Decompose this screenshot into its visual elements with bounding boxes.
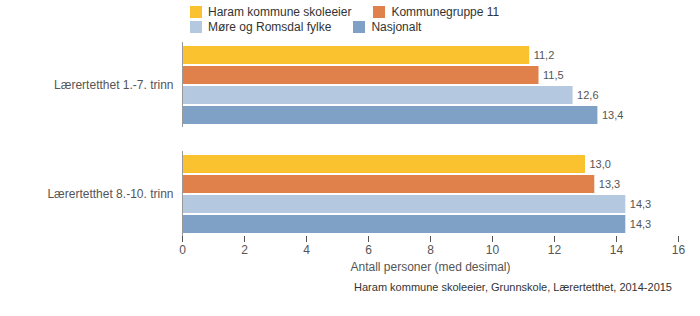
- html-text:Haram kommune skoleeier: Haram kommune skoleeier: [208, 4, 352, 19]
- svg-text:8: 8: [427, 243, 434, 257]
- svg-text:12,6: 12,6: [577, 89, 598, 101]
- svg-text:14: 14: [610, 243, 624, 257]
- svg-text:14,3: 14,3: [630, 198, 651, 210]
- html-text:Haram kommune skoleeier, Grunn: Haram kommune skoleeier, Grunnskole, Lær…: [354, 281, 672, 293]
- svg-text:10: 10: [486, 243, 500, 257]
- svg-text:Lærertetthet 1.-7. trinn: Lærertetthet 1.-7. trinn: [54, 78, 173, 92]
- svg-text:13,4: 13,4: [602, 109, 623, 121]
- svg-text:4: 4: [303, 243, 310, 257]
- svg-text:6: 6: [365, 243, 372, 257]
- svg-text:16: 16: [672, 243, 686, 257]
- svg-text:13,3: 13,3: [599, 178, 620, 190]
- svg-text:12: 12: [548, 243, 562, 257]
- svg-text:11,2: 11,2: [534, 49, 555, 61]
- svg-text:11,5: 11,5: [543, 69, 564, 81]
- svg-text:Lærertetthet 8.-10. trinn: Lærertetthet 8.-10. trinn: [47, 187, 173, 201]
- svg-text:Antall personer (med desimal): Antall personer (med desimal): [350, 260, 510, 274]
- html-text:Møre og Romsdal fylke: Møre og Romsdal fylke: [208, 19, 332, 34]
- html-text:Nasjonalt: Nasjonalt: [371, 19, 422, 34]
- svg-text:0: 0: [179, 243, 186, 257]
- svg-text:13,0: 13,0: [590, 158, 611, 170]
- svg-text:2: 2: [241, 243, 248, 257]
- html-text:Kommunegruppe 11: Kommunegruppe 11: [391, 4, 500, 19]
- svg-text:14,3: 14,3: [630, 218, 651, 230]
